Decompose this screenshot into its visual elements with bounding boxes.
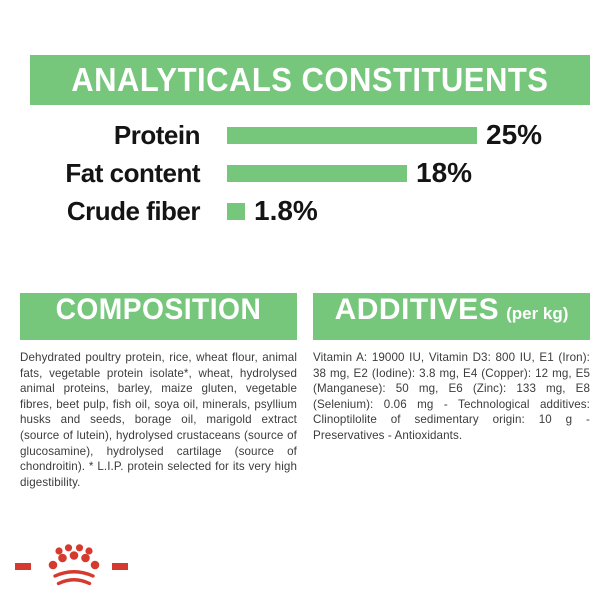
composition-banner: COMPOSITION [20,293,297,340]
composition-body-text: Dehydrated poultry protein, rice, wheat … [20,351,297,489]
crown-base-arc-upper-icon [53,570,95,578]
additives-title: ADDITIVES [334,293,500,326]
crown-base-arc-lower-icon [56,578,92,586]
logo-right-bar-icon [112,563,128,570]
composition-section: COMPOSITION Dehydrated poultry protein, … [20,293,297,490]
additives-body-text: Vitamin A: 19000 IU, Vitamin D3: 800 IU,… [313,351,590,442]
chart-bar-crude-fiber [227,202,245,220]
royal-canin-crown-logo [15,544,128,586]
composition-title: COMPOSITION [55,293,262,326]
chart-row-fat-content: Fat content 18% [30,154,575,192]
chart-label-protein: Protein [113,119,201,150]
chart-value-crude-fiber: 1.8% [254,195,318,226]
analytical-constituents-title: ANALYTICALS CONSTITUENTS [71,61,549,98]
chart-bar-protein [227,126,477,144]
logo-left-bar-icon [15,563,31,570]
analytical-constituents-banner: ANALYTICALS CONSTITUENTS [30,55,590,105]
chart-label-fat-content: Fat content [65,157,200,188]
chart-label-crude-fiber: Crude fiber [66,195,201,226]
chart-row-crude-fiber: Crude fiber 1.8% [30,192,575,230]
additives-banner: ADDITIVES (per kg) [313,293,590,340]
additives-per-kg-label: (per kg) [506,304,569,323]
chart-value-protein: 25% [486,119,543,150]
analytical-constituents-chart: Protein 25% Fat content 18% Crude fiber … [30,116,575,230]
additives-section: ADDITIVES (per kg) Vitamin A: 19000 IU, … [313,293,590,444]
chart-value-fat-content: 18% [416,157,473,188]
chart-bar-fat-content [227,164,407,182]
chart-row-protein: Protein 25% [30,116,575,154]
